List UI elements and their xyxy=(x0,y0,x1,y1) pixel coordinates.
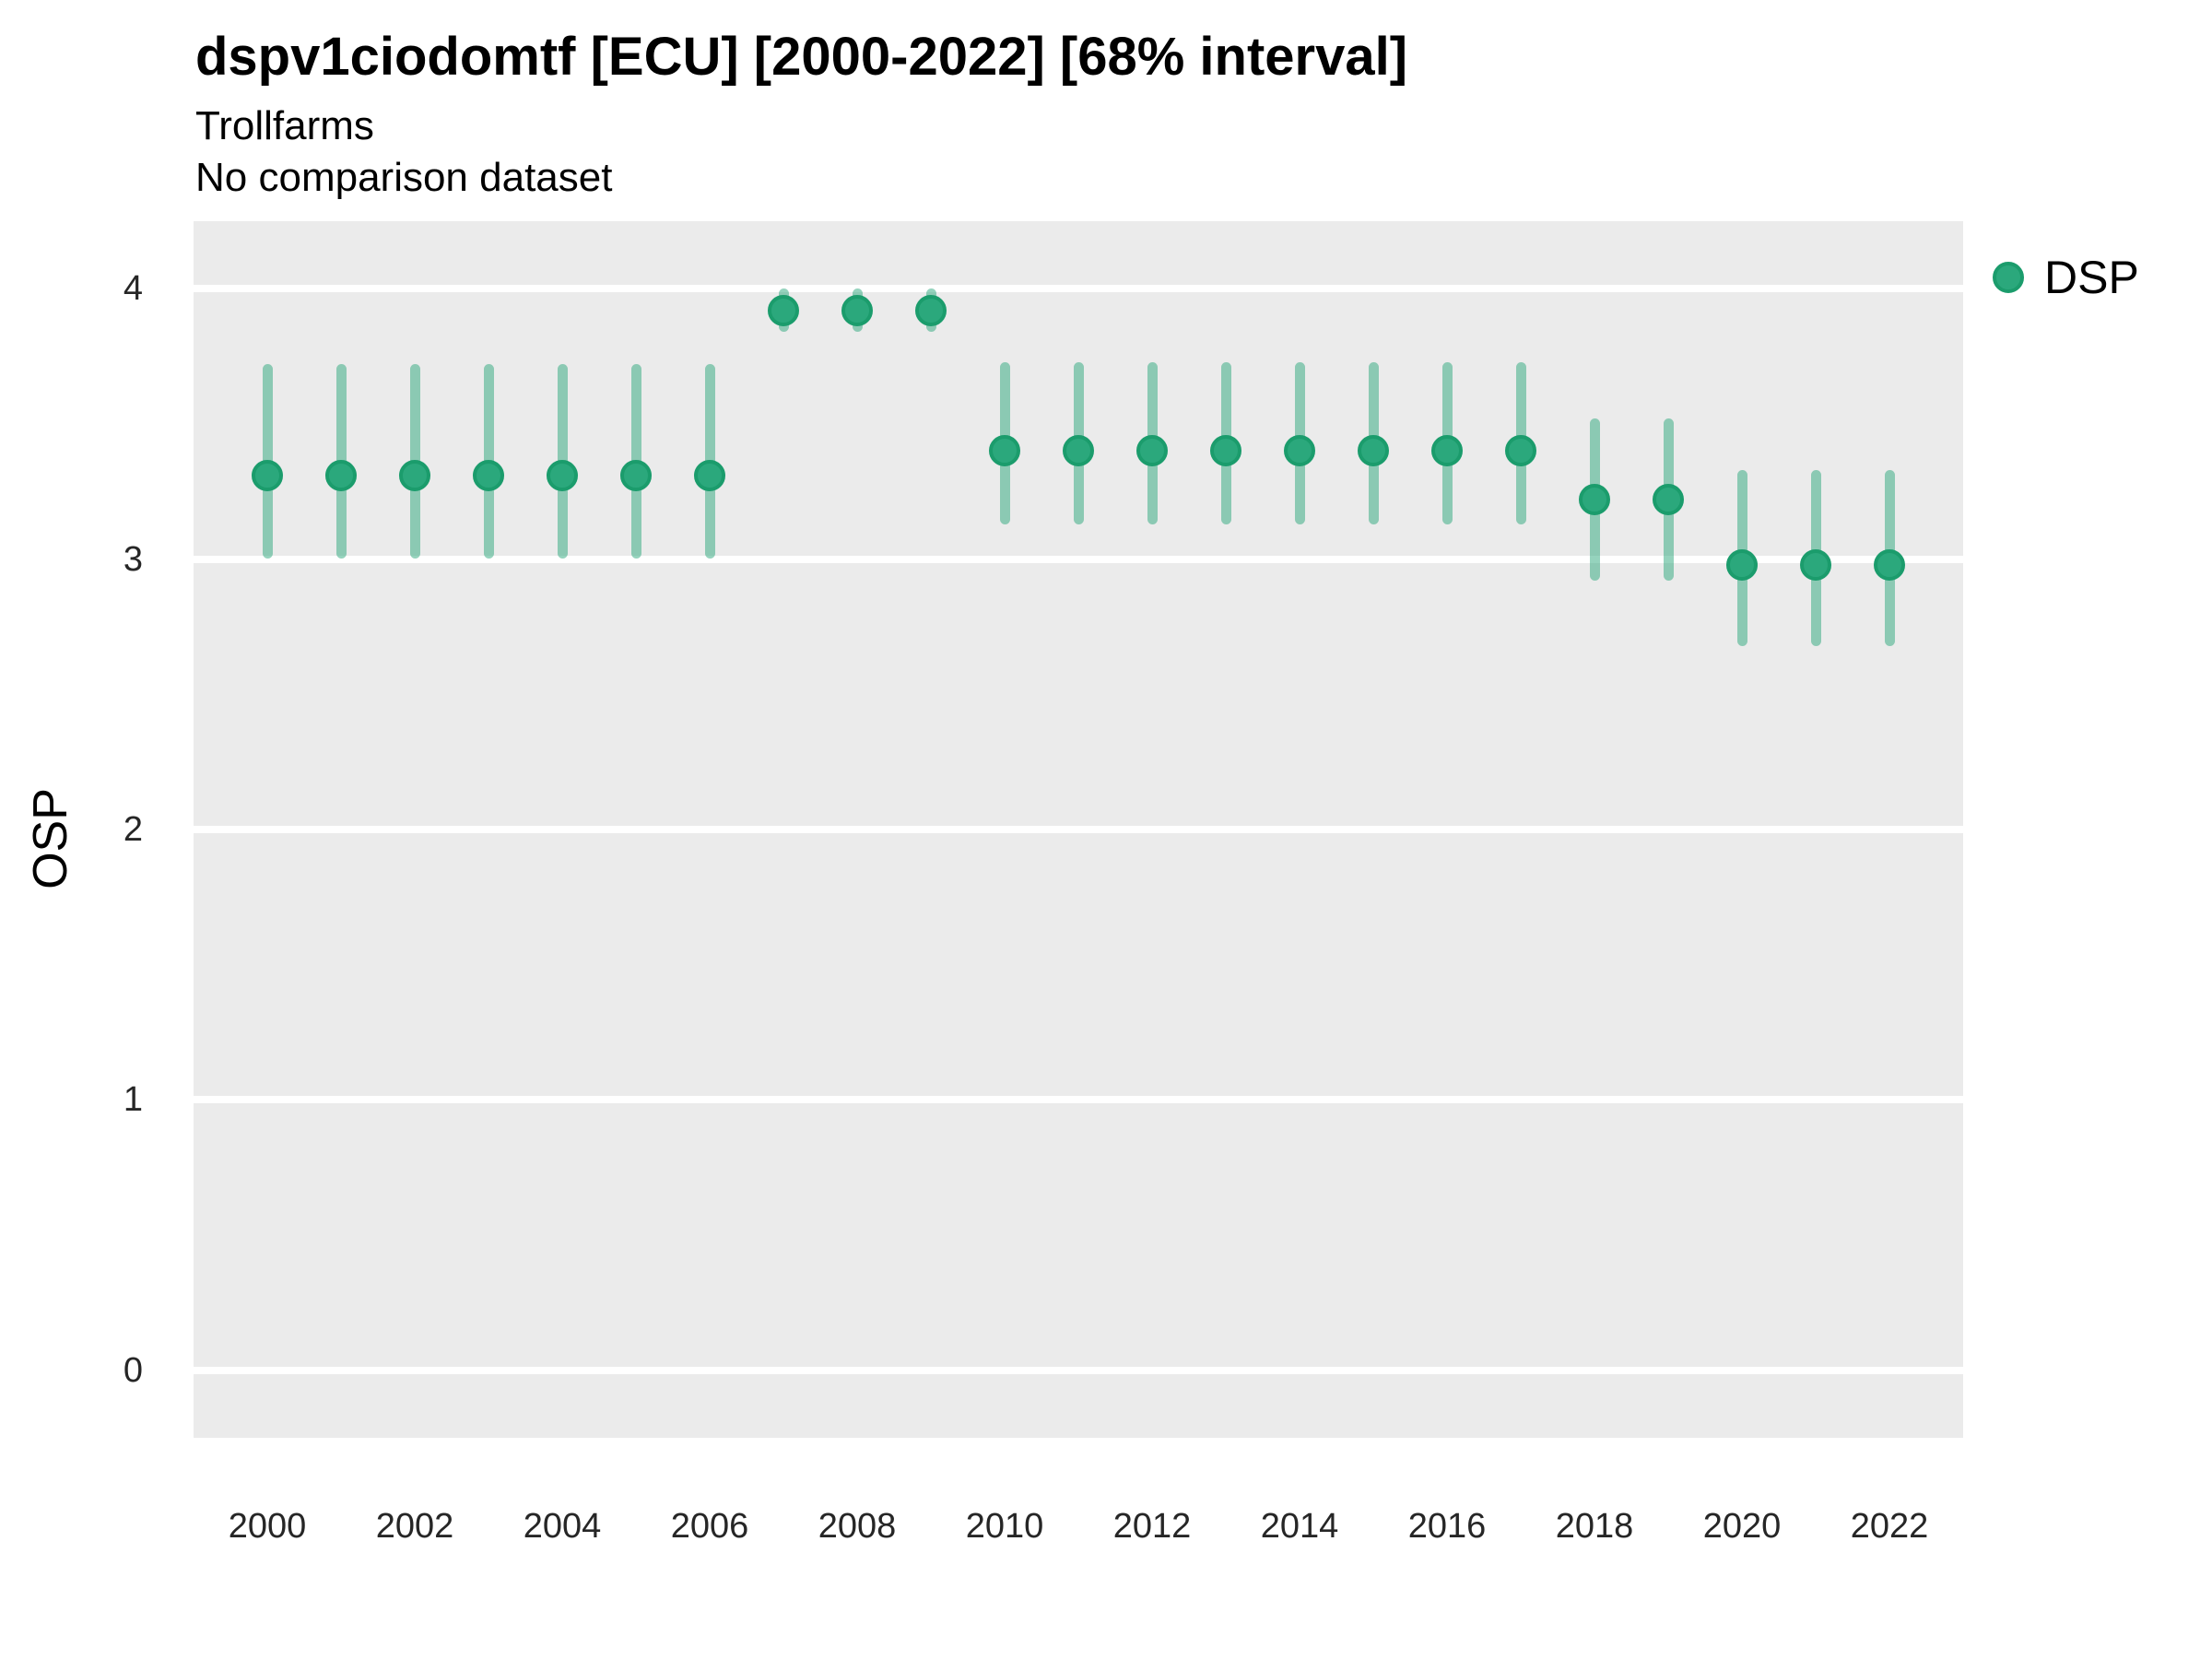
x-tick-label: 2008 xyxy=(818,1507,897,1546)
x-tick-label: 2018 xyxy=(1555,1507,1634,1546)
x-tick-label: 2012 xyxy=(1112,1507,1192,1546)
comparison-note: No comparison dataset xyxy=(195,155,613,200)
x-tick-label: 2002 xyxy=(375,1507,454,1546)
x-tick-label: 2014 xyxy=(1260,1507,1339,1546)
legend-point-icon xyxy=(1993,262,2024,293)
chart-subtitle: Trollfarms xyxy=(195,103,374,148)
y-tick-label: 0 xyxy=(123,1351,143,1390)
y-axis-title: OSP xyxy=(24,788,77,889)
y-tick-label: 2 xyxy=(123,810,143,849)
gridline-y-1 xyxy=(194,1096,1963,1103)
x-tick-label: 2010 xyxy=(965,1507,1044,1546)
y-tick-label: 3 xyxy=(123,540,143,579)
gridline-y-4 xyxy=(194,285,1963,292)
gridline-y-3 xyxy=(194,556,1963,563)
x-tick-label: 2000 xyxy=(228,1507,307,1546)
x-tick-label: 2004 xyxy=(523,1507,602,1546)
legend-label: DSP xyxy=(2044,252,2139,303)
chart-title: dspv1ciodomtf [ECU] [2000-2022] [68% int… xyxy=(195,27,1408,87)
y-tick-label: 1 xyxy=(123,1080,143,1119)
plot-panel xyxy=(194,221,1963,1438)
gridline-y-2 xyxy=(194,826,1963,833)
x-tick-label: 2020 xyxy=(1702,1507,1782,1546)
x-tick-label: 2006 xyxy=(670,1507,749,1546)
x-tick-label: 2022 xyxy=(1850,1507,1929,1546)
gridline-y-0 xyxy=(194,1367,1963,1374)
x-tick-label: 2016 xyxy=(1407,1507,1487,1546)
y-tick-label: 4 xyxy=(123,269,143,308)
legend: DSP xyxy=(1993,249,2139,306)
